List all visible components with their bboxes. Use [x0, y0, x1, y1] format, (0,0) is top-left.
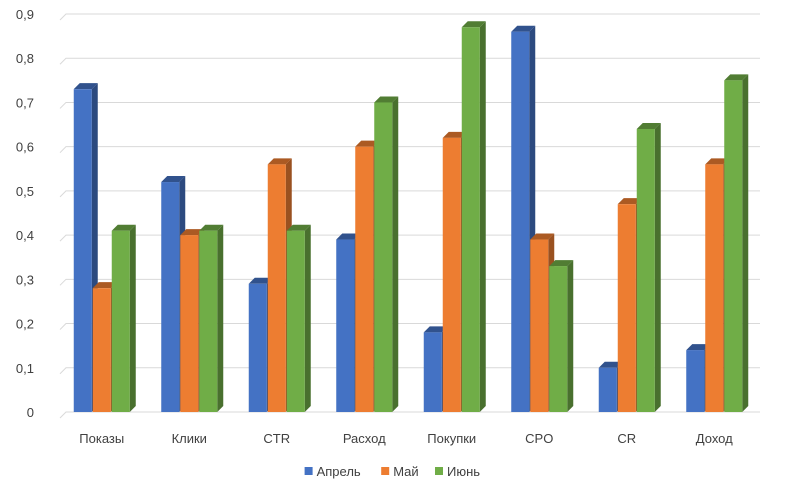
- legend-label: Май: [393, 464, 418, 479]
- legend-label: Апрель: [317, 464, 361, 479]
- gridline: [59, 101, 760, 109]
- y-tick-label: 0,7: [16, 95, 34, 110]
- y-tick-label: 0,3: [16, 272, 34, 287]
- x-tick-label: CTR: [263, 431, 290, 446]
- gridline: [59, 57, 760, 65]
- gridlines: [59, 13, 760, 419]
- gridline: [59, 13, 760, 21]
- x-tick-label: Клики: [172, 431, 207, 446]
- bar: [286, 224, 311, 412]
- legend-item: Июнь: [435, 464, 480, 479]
- y-tick-label: 0,6: [16, 140, 34, 155]
- gridline: [59, 411, 760, 419]
- legend-swatch: [381, 467, 390, 475]
- y-tick-label: 0: [27, 405, 34, 420]
- y-tick-label: 0,2: [16, 317, 34, 332]
- y-tick-label: 0,9: [16, 7, 34, 22]
- y-tick-label: 0,8: [16, 51, 34, 66]
- bar: [724, 74, 749, 412]
- y-axis: 0 0,1 0,2 0,3 0,4 0,5 0,6 0,7 0,8 0,9: [16, 7, 34, 420]
- legend-item: Май: [381, 464, 419, 479]
- legend-item: Апрель: [304, 464, 361, 479]
- bar: [636, 122, 661, 412]
- bar: [461, 21, 486, 413]
- x-tick-label: CR: [617, 431, 636, 446]
- legend: Апрель Май Июнь: [304, 464, 480, 479]
- bar: [549, 260, 574, 412]
- x-tick-label: CPO: [525, 431, 553, 446]
- x-axis: Показы Клики CTR Расход Покупки CPO CR Доход: [79, 431, 733, 446]
- legend-swatch: [435, 467, 443, 475]
- bar: [374, 96, 399, 412]
- y-tick-label: 0,5: [16, 184, 34, 199]
- x-tick-label: Покупки: [427, 431, 476, 446]
- legend-label: Июнь: [447, 464, 480, 479]
- bars: [73, 21, 749, 413]
- bar: [199, 224, 224, 412]
- bar: [111, 224, 136, 412]
- x-tick-label: Доход: [696, 431, 733, 446]
- legend-swatch: [304, 467, 313, 475]
- x-tick-label: Расход: [343, 431, 386, 446]
- x-tick-label: Показы: [79, 431, 124, 446]
- y-tick-label: 0,1: [16, 361, 34, 376]
- y-tick-label: 0,4: [16, 228, 34, 243]
